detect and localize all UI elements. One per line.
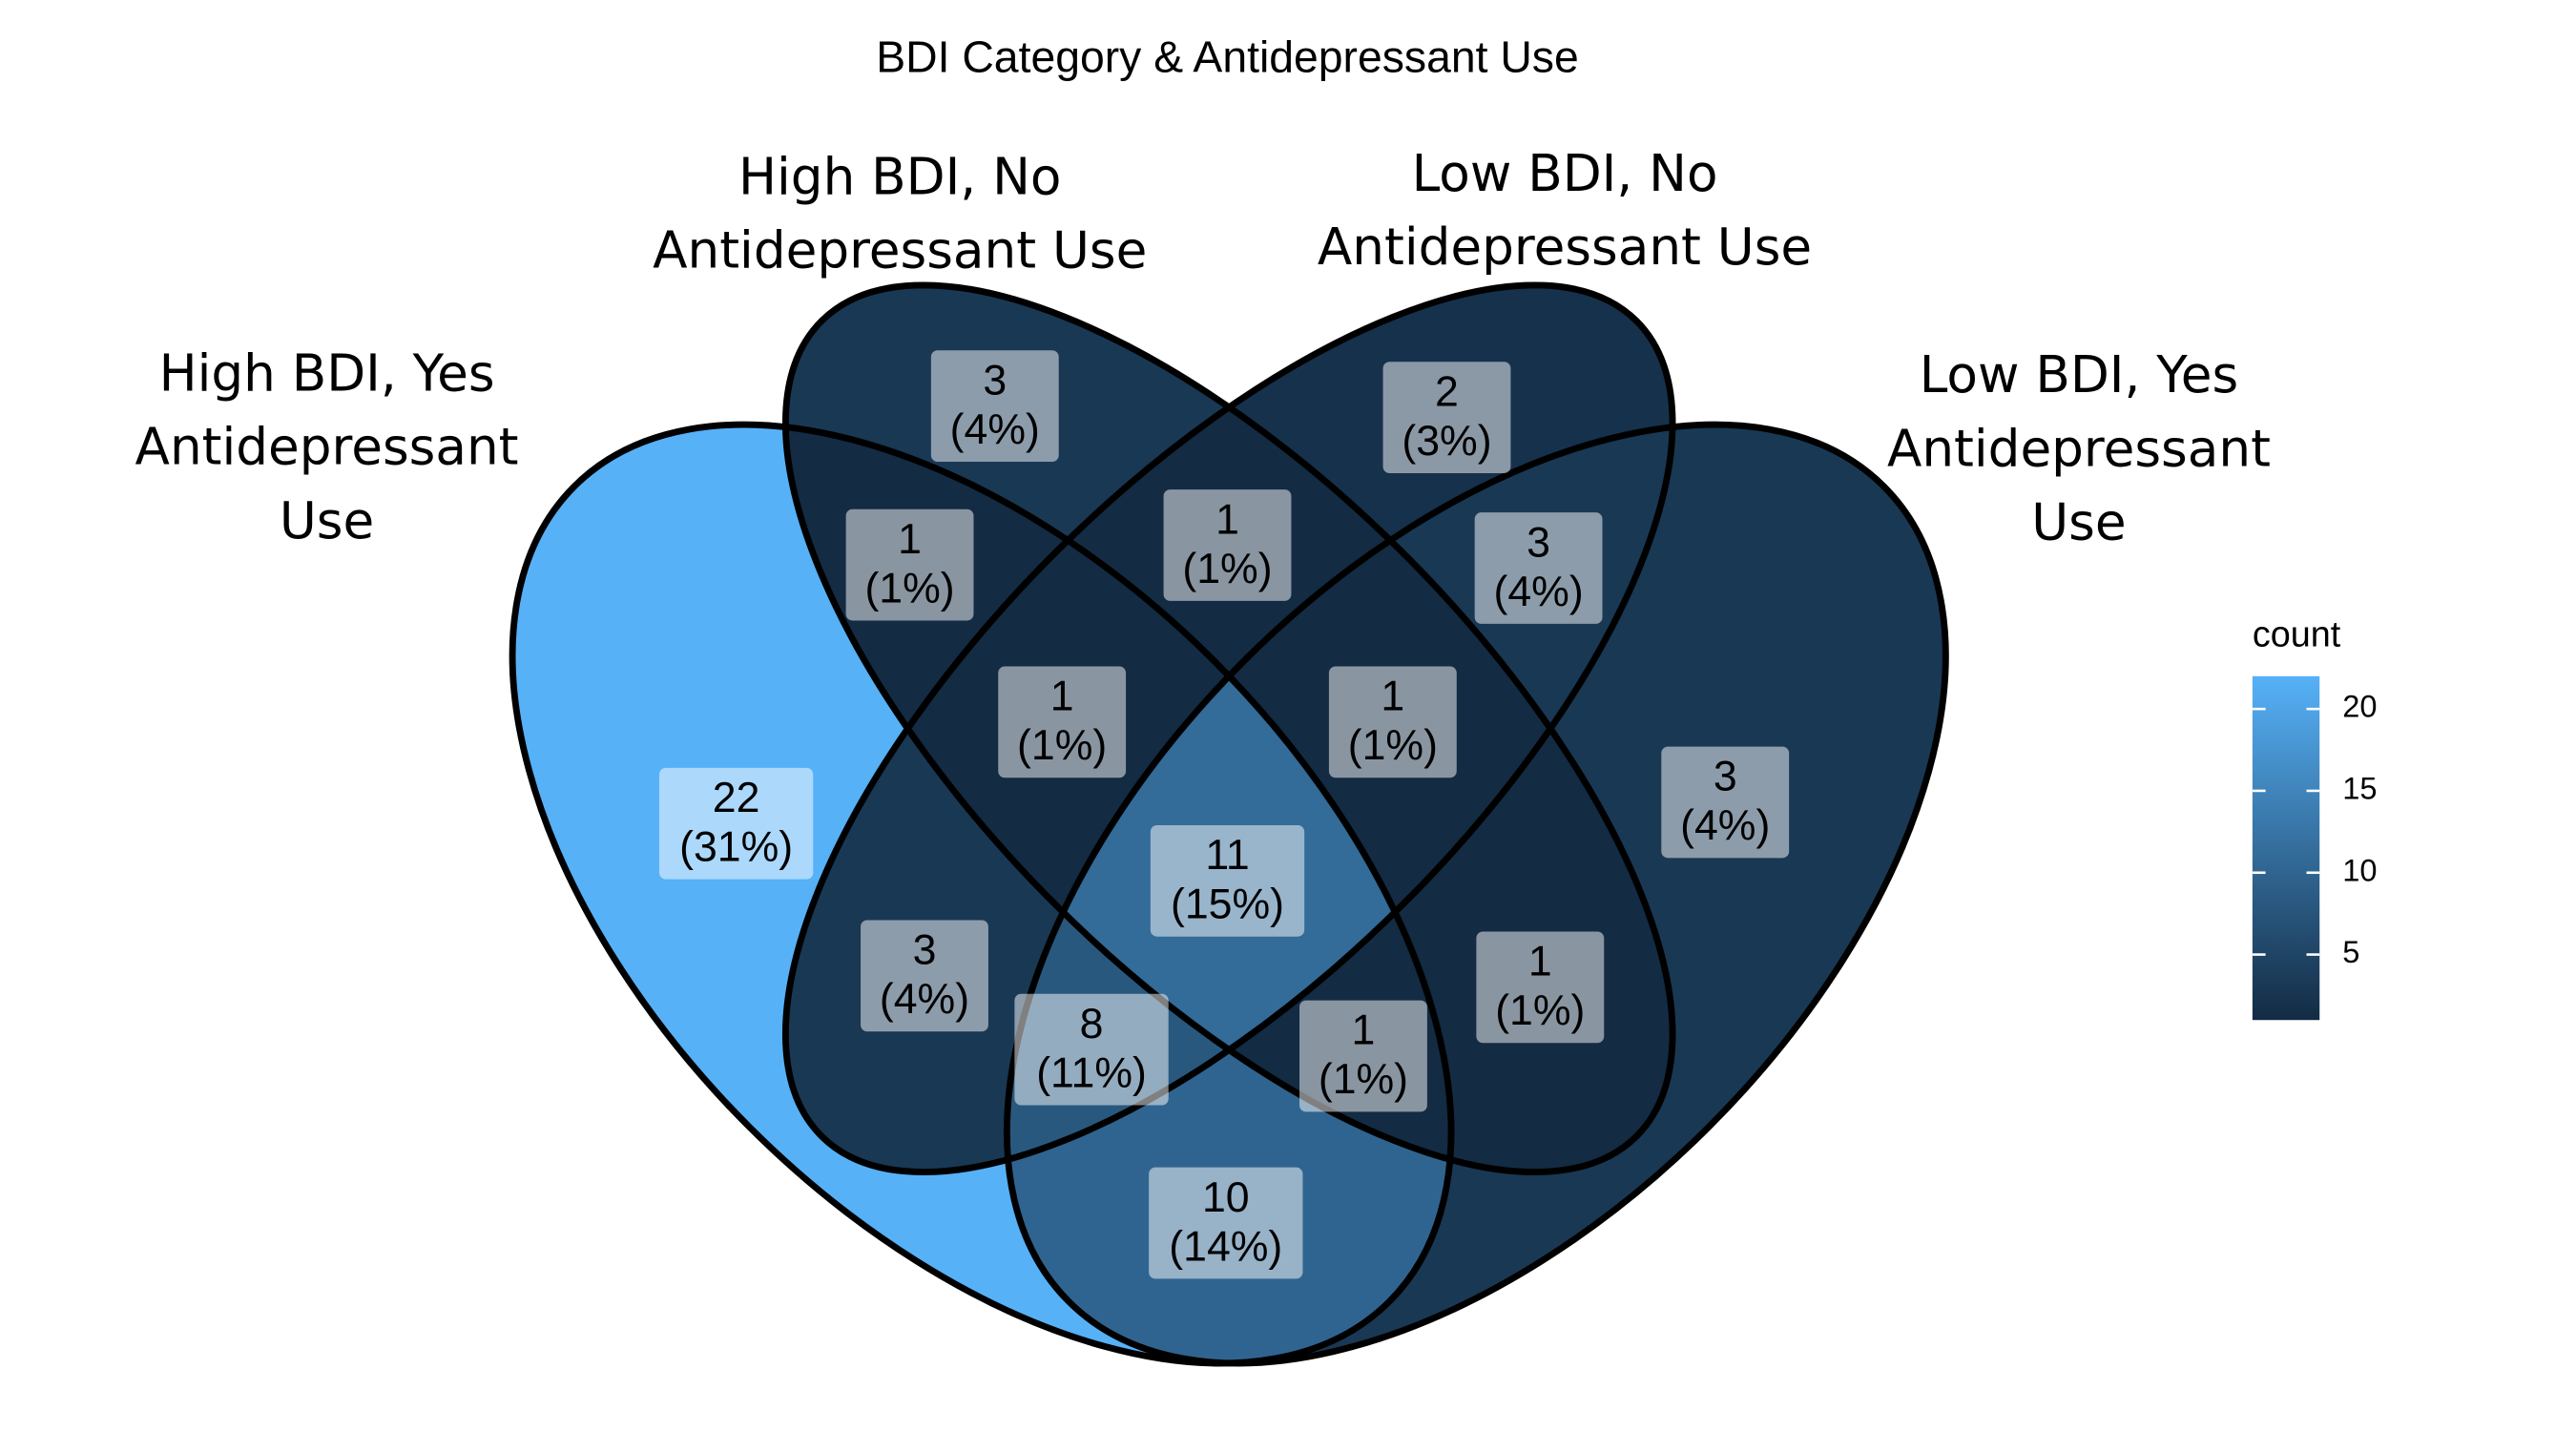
chart-title: BDI Category & Antidepressant Use	[876, 32, 1578, 82]
region-label-box	[930, 350, 1059, 462]
region-percent: (31%)	[679, 824, 793, 871]
set-outline	[781, 281, 1676, 1175]
region-percent: (1%)	[864, 565, 954, 612]
region-label-box	[861, 920, 988, 1032]
region-count: 1	[1050, 674, 1074, 720]
region-percent: (4%)	[950, 406, 1040, 453]
region-label-box	[845, 508, 974, 621]
region-count: 3	[913, 927, 937, 974]
region-percent: (1%)	[1495, 987, 1585, 1034]
region-label-box	[1014, 993, 1169, 1106]
region-percent: (3%)	[1402, 418, 1491, 465]
set-name: Use	[2031, 493, 2126, 552]
set-name: Antidepressant	[135, 418, 519, 477]
region-label-box	[1474, 512, 1603, 624]
legend-tick-label: 10	[2342, 852, 2377, 887]
region-count: 1	[1528, 939, 1552, 985]
color-bar	[2252, 675, 2320, 1021]
region-percent: (4%)	[880, 976, 969, 1023]
legend-title: count	[2253, 614, 2341, 654]
region-count: 1	[898, 516, 922, 563]
legend-tick-label: 20	[2342, 689, 2377, 724]
set-name: Low BDI, No	[1412, 144, 1718, 203]
legend-tick-label: 5	[2342, 934, 2359, 969]
set-name: Antidepressant	[1887, 419, 2271, 478]
region-count: 10	[1202, 1174, 1250, 1221]
region-percent: (4%)	[1493, 569, 1583, 615]
region-percent: (4%)	[1680, 802, 1770, 849]
region-percent: (1%)	[1017, 722, 1107, 769]
region-count: 8	[1080, 1001, 1104, 1047]
region-label-box	[658, 767, 814, 880]
set-name: High BDI, No	[738, 147, 1061, 206]
region-label-box	[1661, 746, 1790, 859]
set-name: Use	[280, 491, 374, 550]
region-label-box	[1150, 824, 1305, 937]
region-label-box	[1163, 489, 1292, 601]
region-count: 3	[1714, 754, 1737, 800]
set-outline	[1004, 421, 1949, 1367]
set-name: Antidepressant Use	[1318, 218, 1812, 277]
set-name: Low BDI, Yes	[1920, 345, 2238, 404]
region-count: 3	[1527, 519, 1550, 566]
region-count: 2	[1435, 368, 1459, 415]
region-label-box	[1328, 666, 1457, 778]
region-count: 11	[1205, 832, 1249, 879]
region-count: 1	[1381, 674, 1404, 720]
region-percent: (15%)	[1171, 881, 1284, 928]
set-outline	[509, 421, 1455, 1367]
region-count: 1	[1215, 496, 1239, 543]
legend-tick-label: 15	[2342, 771, 2377, 806]
region-count: 3	[983, 357, 1007, 404]
set-outline	[781, 281, 1676, 1175]
region-label-box	[1382, 362, 1511, 473]
region-label-box	[1476, 931, 1605, 1044]
region-percent: (11%)	[1036, 1049, 1147, 1096]
region-percent: (1%)	[1319, 1056, 1408, 1103]
region-label-box	[1149, 1167, 1303, 1279]
set-name: High BDI, Yes	[159, 343, 495, 403]
region-label-box	[1299, 1000, 1427, 1112]
region-percent: (1%)	[1182, 546, 1272, 592]
region-percent: (1%)	[1348, 722, 1438, 769]
region-label-box	[998, 666, 1127, 778]
set-name: Antidepressant Use	[653, 221, 1147, 280]
region-count: 22	[713, 775, 760, 821]
region-percent: (14%)	[1169, 1223, 1282, 1270]
region-count: 1	[1352, 1007, 1376, 1054]
